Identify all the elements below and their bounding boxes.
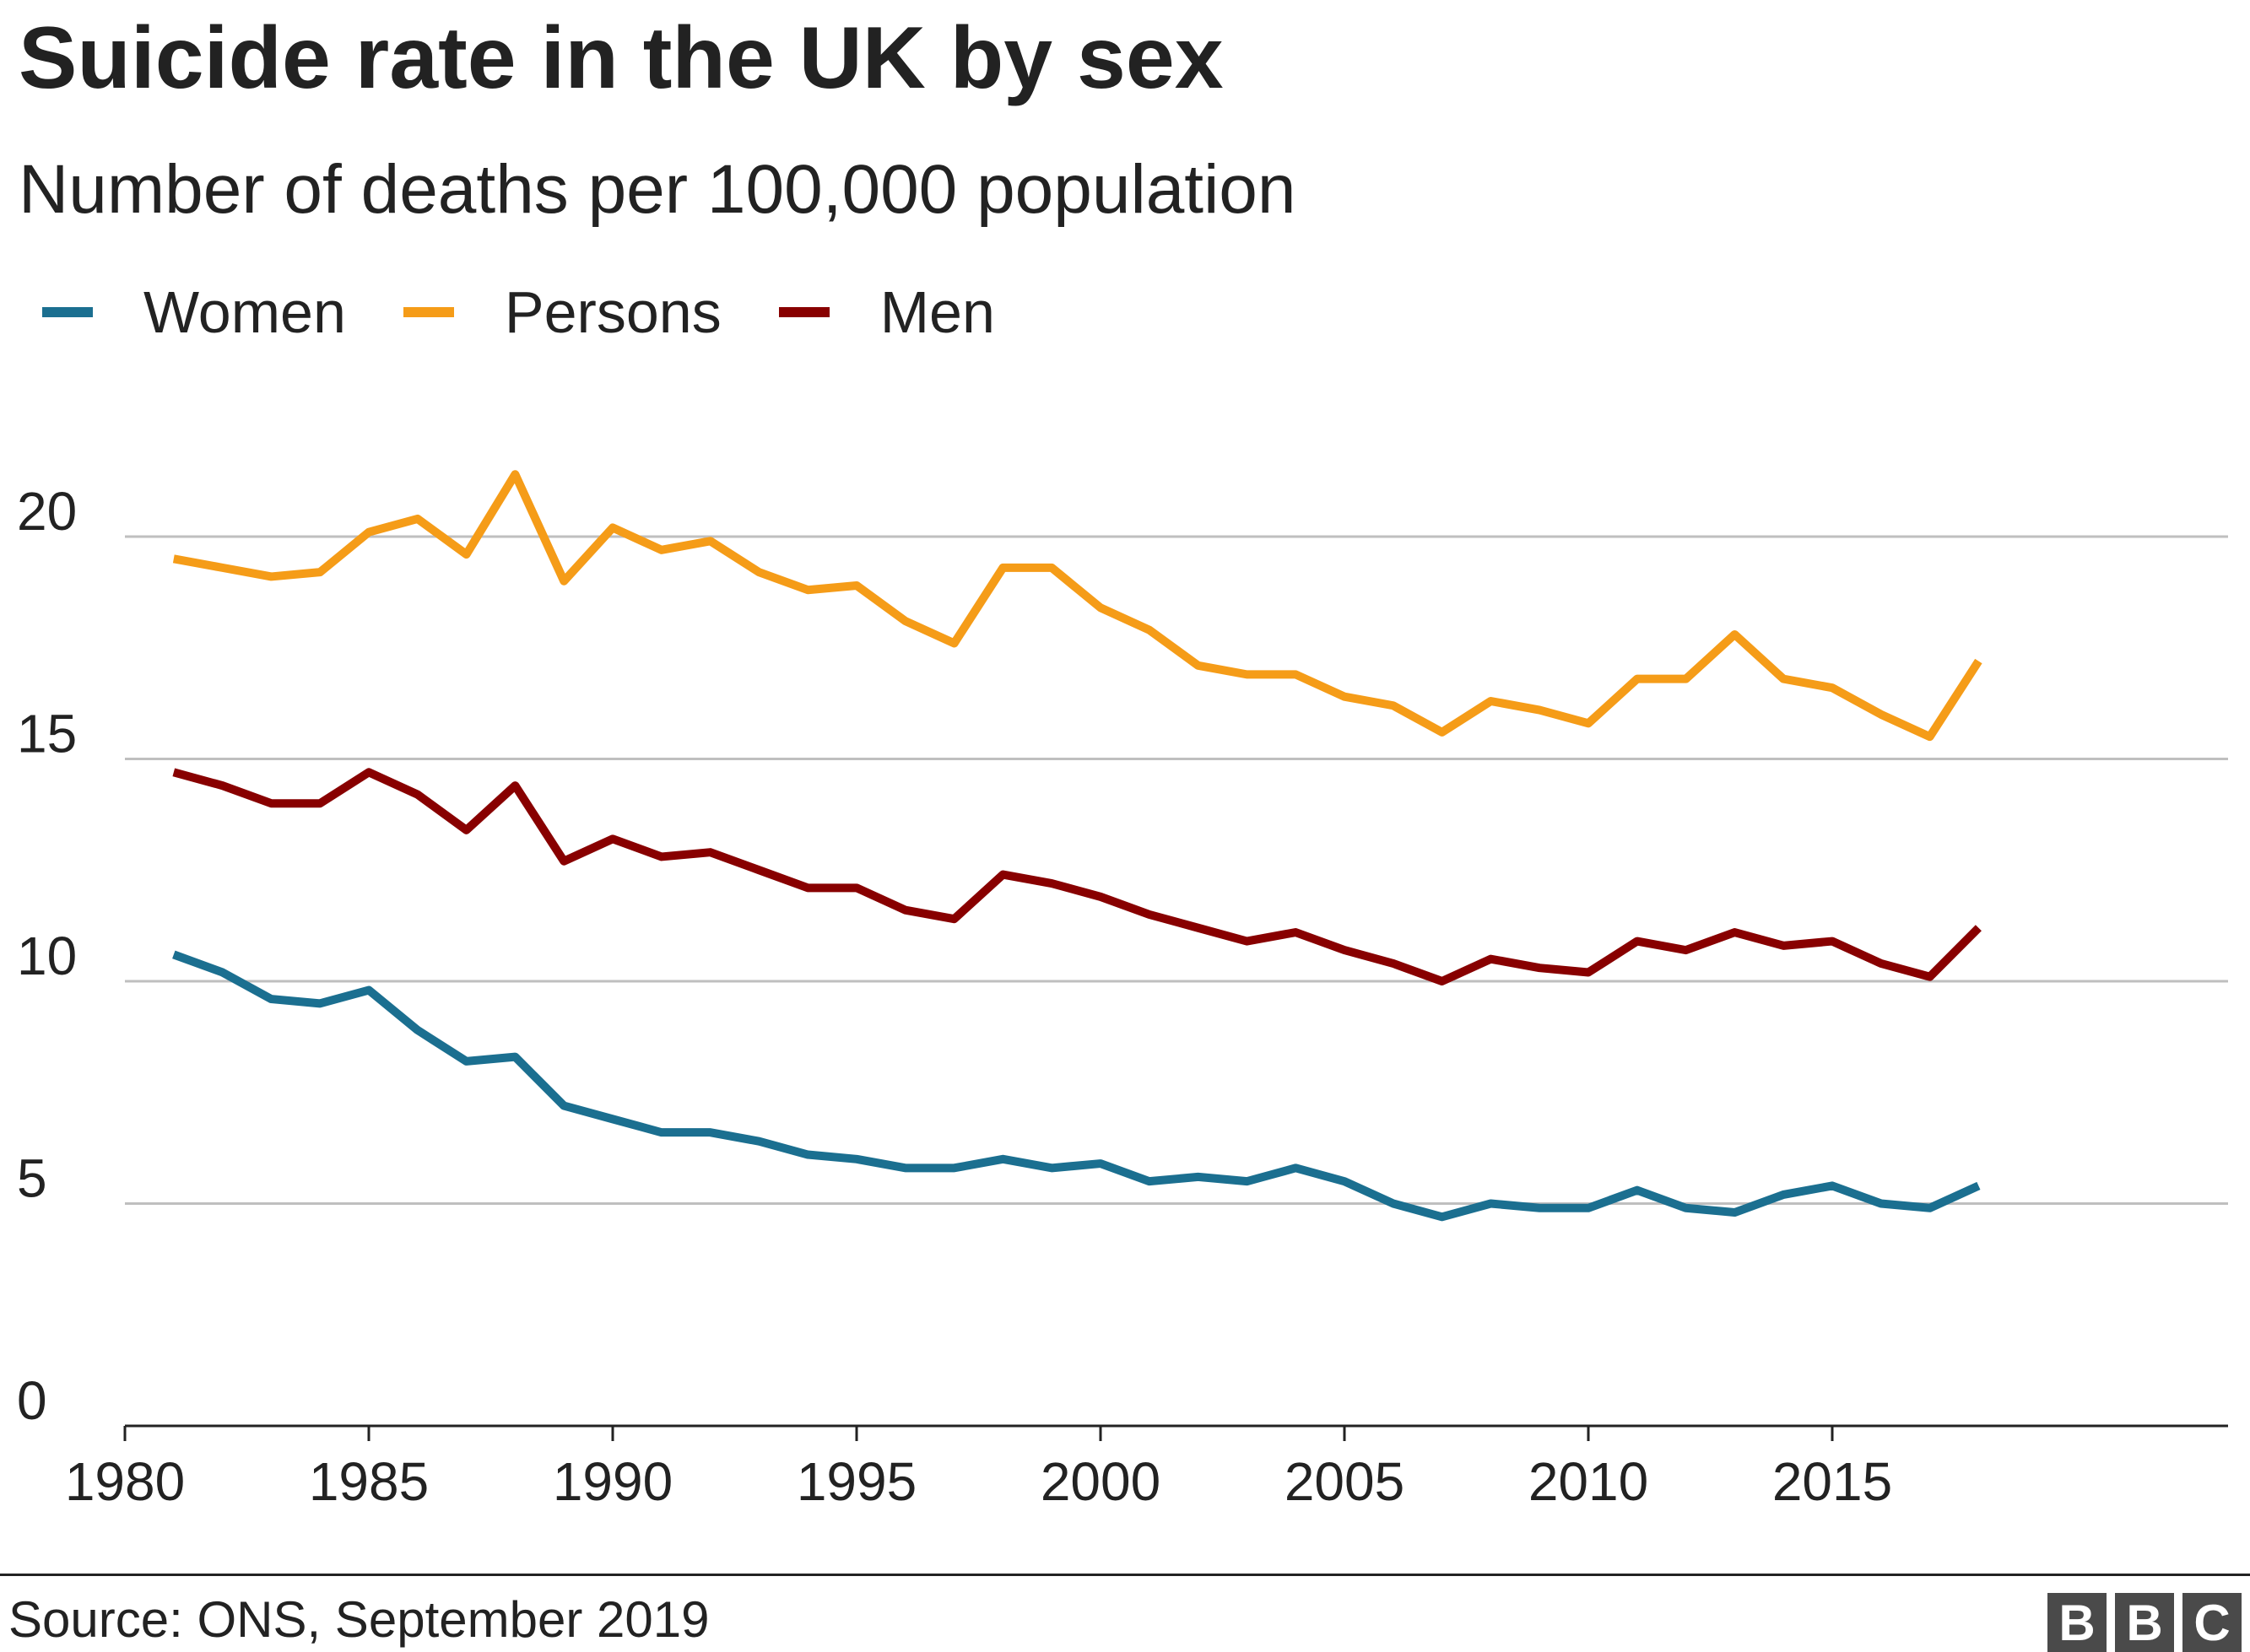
series-line-men xyxy=(172,768,1982,985)
legend-swatch-men xyxy=(778,307,830,317)
x-tick-label: 2015 xyxy=(1772,1451,1892,1512)
y-tick-label: 15 xyxy=(17,704,77,764)
y-tick-label: 10 xyxy=(17,926,77,986)
y-tick-label: 5 xyxy=(17,1148,47,1209)
bbc-logo-letter: B xyxy=(2047,1593,2107,1652)
bbc-logo-letter: B xyxy=(2115,1593,2174,1652)
y-tick-label: 20 xyxy=(17,481,77,542)
legend-item-men: Men xyxy=(778,278,995,346)
x-tick-label: 1990 xyxy=(553,1451,673,1512)
legend-item-persons: Persons xyxy=(403,278,722,346)
bbc-logo: B B C xyxy=(2047,1593,2242,1652)
footer-divider xyxy=(0,1574,2250,1576)
source-note: Source: ONS, September 2019 xyxy=(8,1591,710,1648)
series-line-women xyxy=(172,950,1981,1222)
legend-label-women: Women xyxy=(143,279,346,345)
y-tick-label: 0 xyxy=(17,1370,47,1431)
x-tick-label: 1995 xyxy=(797,1451,917,1512)
legend-swatch-women xyxy=(42,307,93,317)
series-line-persons xyxy=(172,470,1982,742)
chart-subtitle: Number of deaths per 100,000 population xyxy=(19,151,1296,228)
legend-swatch-persons xyxy=(403,307,454,317)
legend-item-women: Women xyxy=(42,278,346,346)
legend-label-men: Men xyxy=(879,279,995,345)
x-tick-label: 2000 xyxy=(1041,1451,1160,1512)
x-tick-label: 1980 xyxy=(65,1451,185,1512)
x-tick-label: 2010 xyxy=(1528,1451,1648,1512)
chart-title: Suicide rate in the UK by sex xyxy=(19,9,1224,107)
bbc-logo-letter: C xyxy=(2182,1593,2242,1652)
x-tick-label: 1985 xyxy=(309,1451,429,1512)
legend-label-persons: Persons xyxy=(504,279,722,345)
x-tick-label: 2005 xyxy=(1285,1451,1404,1512)
legend: Women Persons Men xyxy=(42,278,1052,346)
plot-area: 0 5 10 15 20 1980 1985 1990 1995 2000 2005 2010 2015 xyxy=(17,470,2228,1512)
